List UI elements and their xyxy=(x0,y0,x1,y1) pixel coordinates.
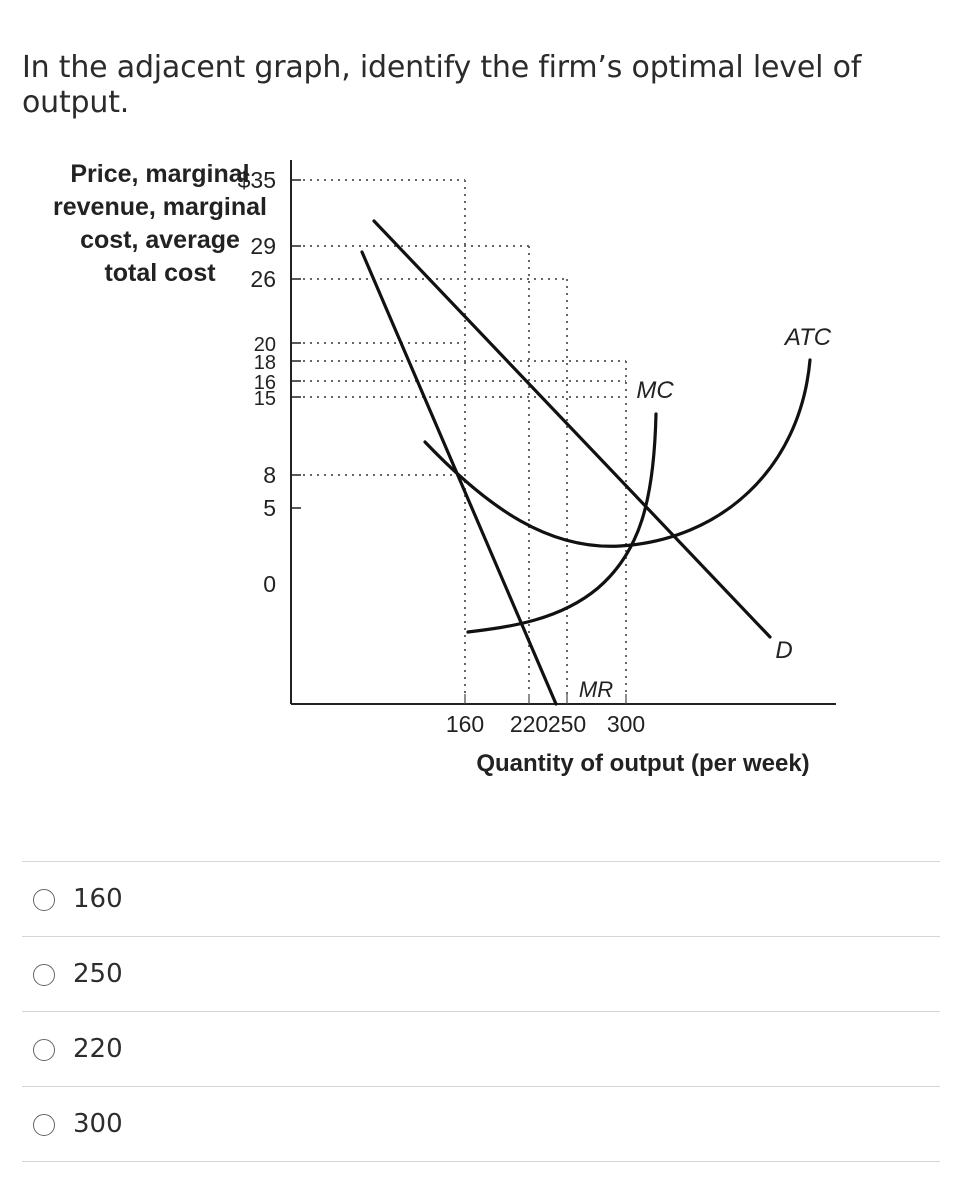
radio-button[interactable] xyxy=(33,1114,55,1136)
cost-revenue-chart: Price, marginal revenue, marginal cost, av… xyxy=(0,140,964,800)
x-tick-label: 160 xyxy=(446,711,484,737)
y-axis-label-line: Price, marginal xyxy=(70,160,249,188)
y-tick-label: 0 xyxy=(263,571,276,597)
y-tick-label: 8 xyxy=(263,462,276,488)
marginal-revenue-curve xyxy=(360,250,558,706)
y-axis-label-line: total cost xyxy=(104,259,216,287)
radio-button[interactable] xyxy=(33,889,55,911)
answer-label: 160 xyxy=(73,884,123,914)
x-tick-label: 300 xyxy=(607,711,645,737)
answer-option-3[interactable]: 220 xyxy=(22,1011,940,1086)
radio-button[interactable] xyxy=(33,964,55,986)
x-tick-label: 250 xyxy=(548,711,586,737)
answer-option-1[interactable]: 160 xyxy=(22,861,940,936)
demand-curve-d xyxy=(372,219,772,639)
chart-svg: Price, marginal revenue, marginal cost, av… xyxy=(53,160,836,777)
mc-curve-label: MC xyxy=(636,377,674,404)
average-total-cost-curve xyxy=(423,358,812,548)
y-tick-label: 29 xyxy=(250,233,276,259)
answer-label: 300 xyxy=(73,1109,123,1139)
atc-curve-label: ATC xyxy=(783,324,832,351)
answer-list: 160 250 220 300 xyxy=(22,861,940,1162)
mr-curve-label: MR xyxy=(579,677,613,702)
d-curve-label: D xyxy=(775,637,792,664)
x-axis-label: Quantity of output (per week) xyxy=(476,750,809,777)
y-tick-label: 18 xyxy=(254,352,276,374)
y-tick-label: 15 xyxy=(254,388,276,410)
answer-option-2[interactable]: 250 xyxy=(22,936,940,1011)
x-tick-label: 220 xyxy=(510,711,548,737)
radio-button[interactable] xyxy=(33,1039,55,1061)
y-tick-label: 26 xyxy=(250,266,276,292)
y-axis-label-line: cost, average xyxy=(80,226,240,254)
answer-option-4[interactable]: 300 xyxy=(22,1086,940,1162)
y-axis-label-line: revenue, marginal xyxy=(53,193,267,221)
y-tick-label: $35 xyxy=(238,167,276,193)
question-text: In the adjacent graph, identify the firm… xyxy=(22,50,862,120)
marginal-cost-curve xyxy=(466,412,658,634)
y-tick-label: 5 xyxy=(263,495,276,521)
answer-label: 220 xyxy=(73,1034,123,1064)
answer-label: 250 xyxy=(73,959,123,989)
y-tick-label: 20 xyxy=(254,334,276,356)
y-tick-label: 16 xyxy=(254,372,276,394)
